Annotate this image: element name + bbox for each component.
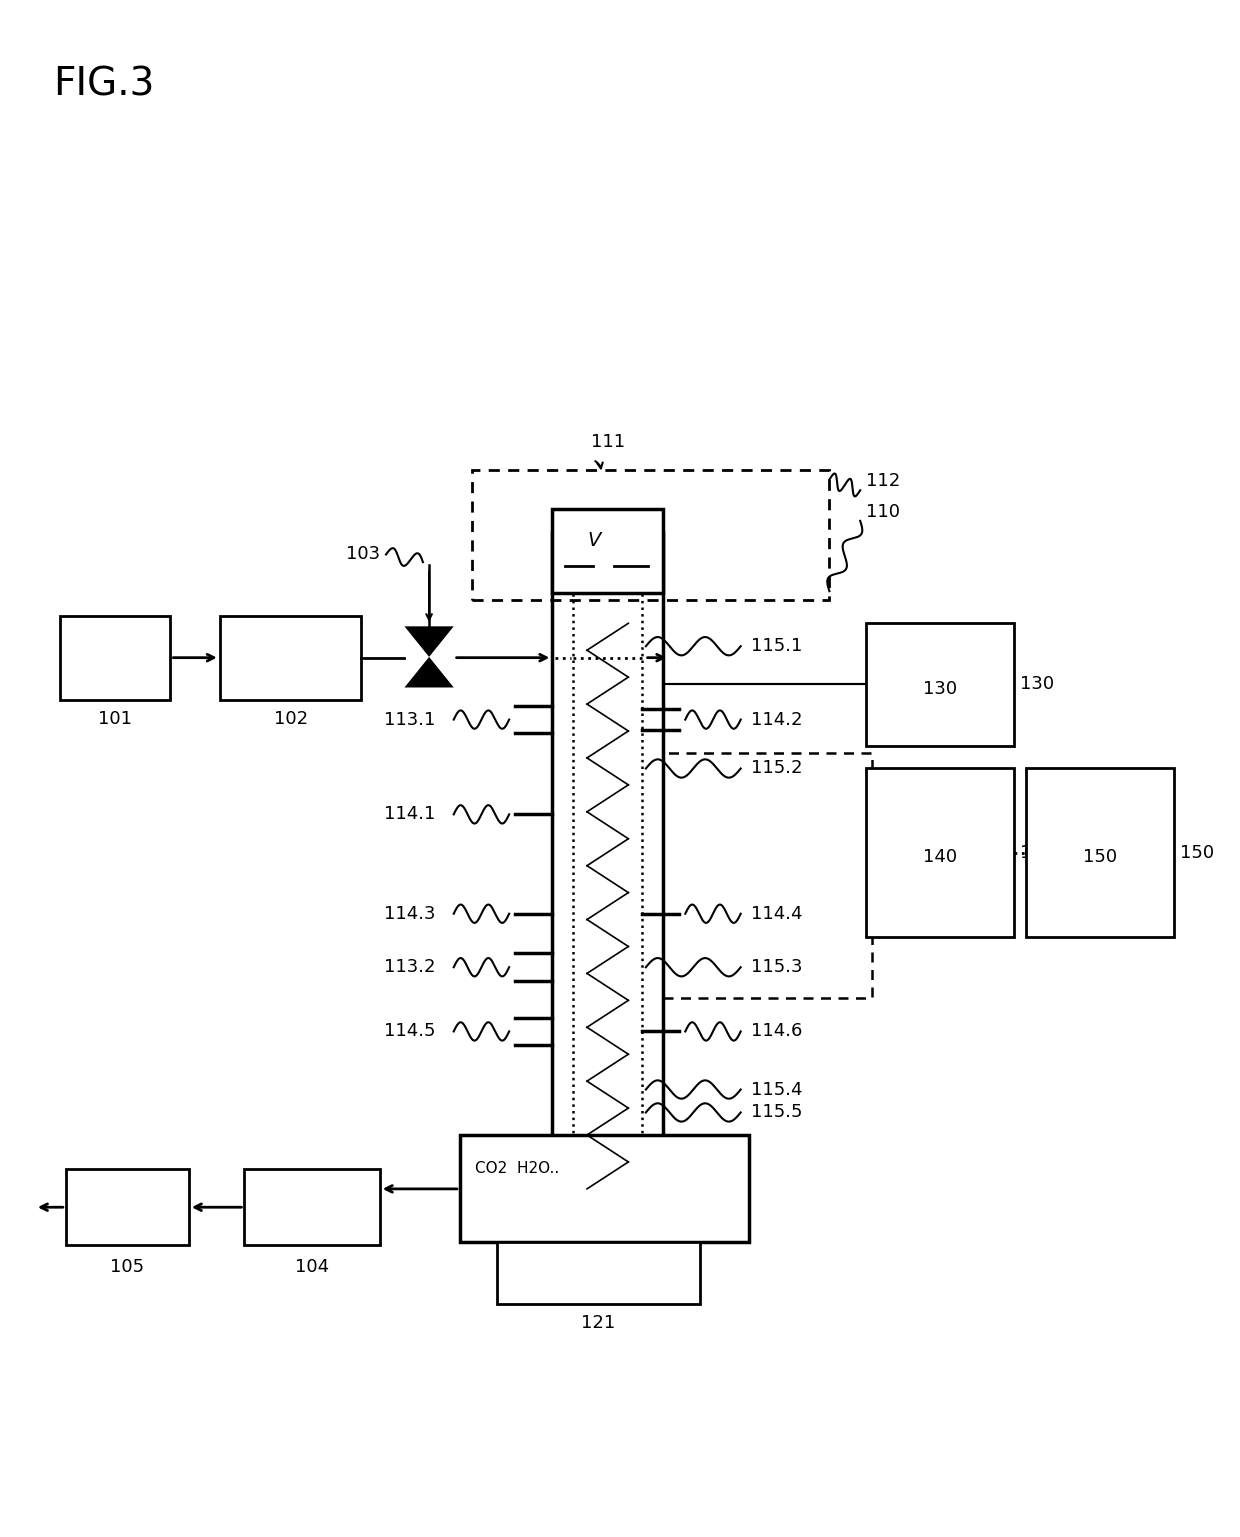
Text: 115.5: 115.5 <box>750 1104 802 1122</box>
Text: 103: 103 <box>346 546 379 564</box>
Text: 114.1: 114.1 <box>384 805 435 824</box>
Text: 113.2: 113.2 <box>383 958 435 976</box>
Bar <box>663 753 873 998</box>
Text: 102: 102 <box>274 710 309 729</box>
Text: 115.2: 115.2 <box>750 759 802 778</box>
Text: 115.1: 115.1 <box>750 638 802 655</box>
Text: 112: 112 <box>867 472 900 490</box>
Text: 130: 130 <box>923 679 957 698</box>
Bar <box>60 616 170 699</box>
Text: 101: 101 <box>98 710 131 729</box>
Text: 104: 104 <box>295 1257 329 1276</box>
Bar <box>244 1170 379 1245</box>
Text: 105: 105 <box>110 1257 144 1276</box>
Bar <box>460 1136 749 1242</box>
Text: 115.3: 115.3 <box>750 958 802 976</box>
Text: CO2  H2O..: CO2 H2O.. <box>475 1162 559 1176</box>
Bar <box>867 768 1014 936</box>
Bar <box>497 1242 701 1303</box>
Text: V: V <box>588 532 601 550</box>
Bar <box>867 624 1014 745</box>
Bar <box>1027 768 1174 936</box>
Polygon shape <box>404 656 454 687</box>
Text: 111: 111 <box>590 432 625 450</box>
Text: 140: 140 <box>923 848 957 867</box>
Bar <box>219 616 361 699</box>
Bar <box>552 509 663 593</box>
Text: 114.2: 114.2 <box>750 710 802 729</box>
Text: 110: 110 <box>867 503 900 521</box>
Text: 150: 150 <box>1180 844 1214 862</box>
Text: 114.5: 114.5 <box>383 1022 435 1041</box>
Text: 115.4: 115.4 <box>750 1081 802 1099</box>
Text: 150: 150 <box>1084 848 1117 867</box>
Text: 140: 140 <box>1021 844 1054 862</box>
Text: FIG.3: FIG.3 <box>53 65 155 103</box>
Text: 130: 130 <box>1021 675 1054 693</box>
Polygon shape <box>404 627 454 656</box>
Text: 114.6: 114.6 <box>750 1022 802 1041</box>
Text: 113.1: 113.1 <box>384 710 435 729</box>
Bar <box>66 1170 188 1245</box>
Bar <box>472 470 830 601</box>
Text: 121: 121 <box>580 1314 615 1333</box>
Text: 114.4: 114.4 <box>750 905 802 922</box>
Text: 114.3: 114.3 <box>383 905 435 922</box>
